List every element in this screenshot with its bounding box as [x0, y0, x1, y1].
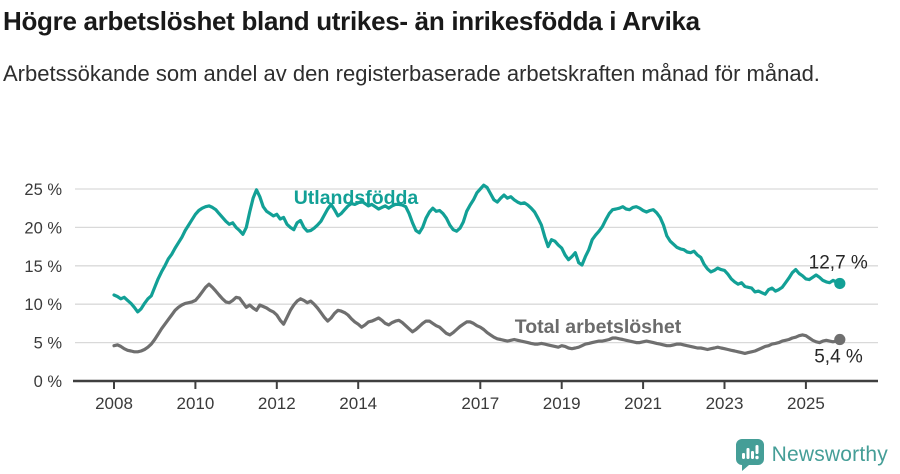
y-tick-label-20: 20 % [24, 219, 62, 237]
brand-footer: Newsworthy [735, 438, 888, 472]
x-axis-ticks: 2008 2010 2012 2014 2017 2019 2021 2023 2025 [95, 381, 825, 413]
y-tick-label-5: 5 % [34, 335, 63, 353]
x-tick-label-2012: 2012 [258, 394, 296, 413]
y-tick-label-15: 15 % [24, 258, 62, 276]
series-label-utlandsfodda: Utlandsfödda [294, 187, 419, 209]
x-tick-label-2014: 2014 [339, 394, 377, 413]
gridlines [75, 188, 878, 344]
newsworthy-logo-icon [735, 439, 764, 471]
end-dot-utlandsfodda [834, 277, 846, 290]
x-tick-label-2010: 2010 [176, 394, 214, 413]
y-axis-labels: 0 % 5 % 10 % 15 % 20 % 25 % [24, 181, 62, 391]
page-title: Högre arbetslöshet bland utrikes- än inr… [3, 6, 700, 36]
y-tick-label-10: 10 % [24, 296, 62, 314]
series-line-utlandsfodda [112, 183, 842, 314]
brand-wordmark: Newsworthy [771, 443, 888, 466]
x-tick-label-2008: 2008 [95, 394, 133, 413]
logo-bar-1 [741, 453, 745, 459]
end-value-label-total: 5,4 % [814, 347, 863, 368]
end-value-label-utlandsfodda: 12,7 % [809, 252, 868, 273]
logo-bar-2 [746, 448, 750, 459]
x-tick-label-2025: 2025 [787, 394, 825, 413]
series-label-total: Total arbetslöshet [515, 316, 682, 338]
series-line-total [112, 282, 842, 355]
x-tick-label-2017: 2017 [461, 394, 499, 413]
x-tick-label-2023: 2023 [706, 394, 744, 413]
x-tick-label-2019: 2019 [543, 394, 581, 413]
logo-exclamation-dot [754, 455, 759, 460]
chart-subtitle: Arbetssökande som andel av den registerb… [3, 61, 820, 86]
logo-exclamation-stem [755, 445, 759, 454]
logo-bar-3 [750, 451, 754, 459]
y-tick-label-25: 25 % [24, 181, 62, 199]
logo-bubble-shape [735, 439, 764, 471]
x-tick-label-2021: 2021 [624, 394, 662, 413]
end-dot-total [834, 333, 846, 346]
y-tick-label-0: 0 % [34, 373, 63, 391]
